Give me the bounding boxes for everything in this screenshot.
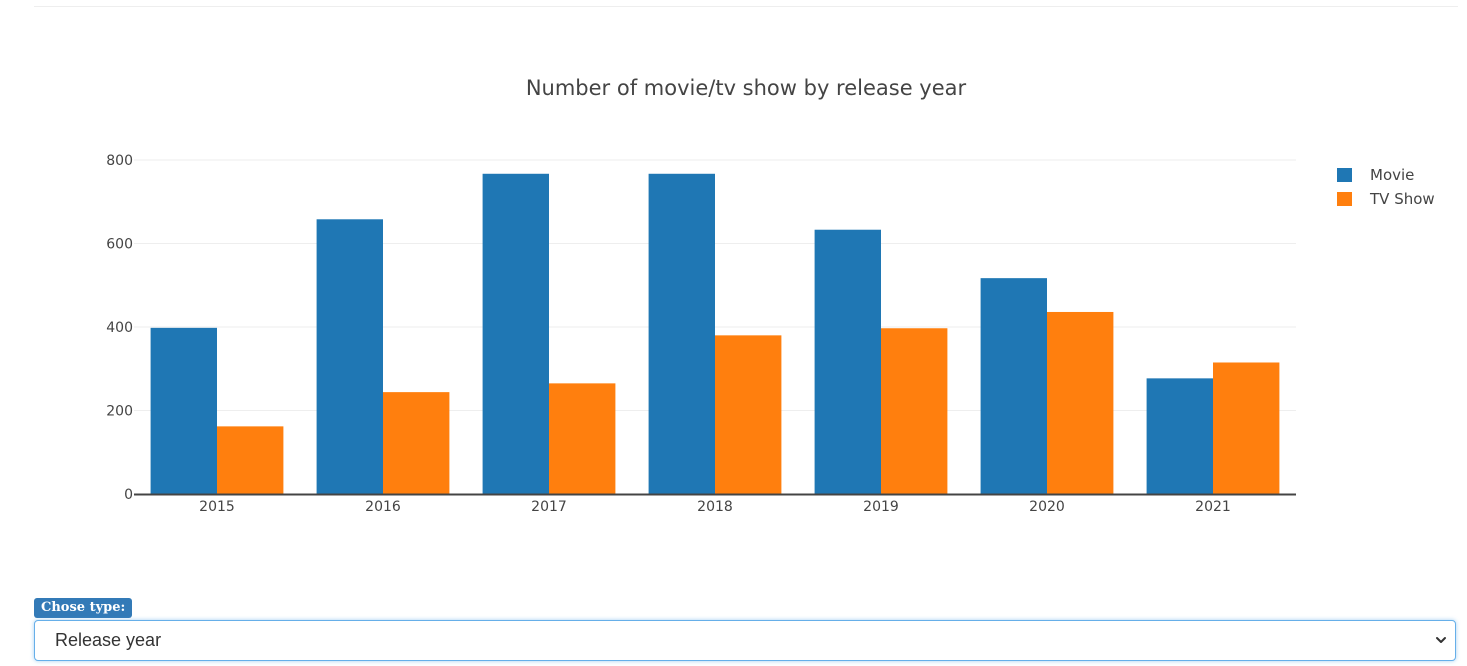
bar-tv-show-2015[interactable] [217, 426, 284, 494]
bar-movie-2015[interactable] [150, 327, 217, 494]
bar-movie-2020[interactable] [980, 278, 1047, 494]
x-tick-label: 2017 [531, 499, 567, 515]
bar-movie-2019[interactable] [814, 229, 881, 494]
bar-tv-show-2021[interactable] [1213, 362, 1280, 494]
bar-chart: Number of movie/tv show by release year … [106, 76, 1435, 515]
top-divider [34, 6, 1458, 7]
bar-movie-2021[interactable] [1146, 378, 1213, 494]
bar-tv-show-2016[interactable] [383, 392, 450, 494]
type-label: Chose type: [34, 598, 133, 618]
y-tick-label: 800 [106, 153, 133, 169]
bar-tv-show-2017[interactable] [549, 383, 616, 494]
axes: 0 200 400 600 800 2015 2016 2017 2018 2019 2020 202… [106, 153, 1296, 515]
type-select[interactable]: Release year [34, 620, 1456, 661]
legend[interactable]: Movie TV Show [1337, 166, 1435, 208]
bar-tv-show-2018[interactable] [715, 335, 782, 494]
bar-movie-2016[interactable] [316, 219, 383, 494]
bar-movie-2018[interactable] [648, 173, 715, 494]
chevron-down-icon [1436, 637, 1446, 643]
legend-swatch[interactable] [1337, 168, 1352, 182]
x-tick-label: 2018 [697, 499, 733, 515]
y-tick-label: 200 [106, 404, 133, 420]
x-tick-label: 2021 [1195, 499, 1231, 515]
y-tick-label: 400 [106, 320, 133, 336]
y-tick-label: 0 [124, 487, 133, 503]
legend-swatch[interactable] [1337, 192, 1352, 206]
chart-title: Number of movie/tv show by release year [526, 76, 967, 100]
bars [150, 173, 1280, 494]
x-tick-label: 2020 [1029, 499, 1065, 515]
x-tick-label: 2019 [863, 499, 899, 515]
bar-tv-show-2020[interactable] [1047, 311, 1114, 494]
x-tick-label: 2016 [365, 499, 401, 515]
y-tick-label: 600 [106, 237, 133, 253]
legend-label[interactable]: Movie [1370, 166, 1414, 184]
x-tick-label: 2015 [199, 499, 235, 515]
legend-label[interactable]: TV Show [1369, 190, 1435, 208]
bar-movie-2017[interactable] [482, 173, 549, 494]
type-select-value: Release year [55, 630, 162, 650]
bar-tv-show-2019[interactable] [881, 328, 948, 494]
